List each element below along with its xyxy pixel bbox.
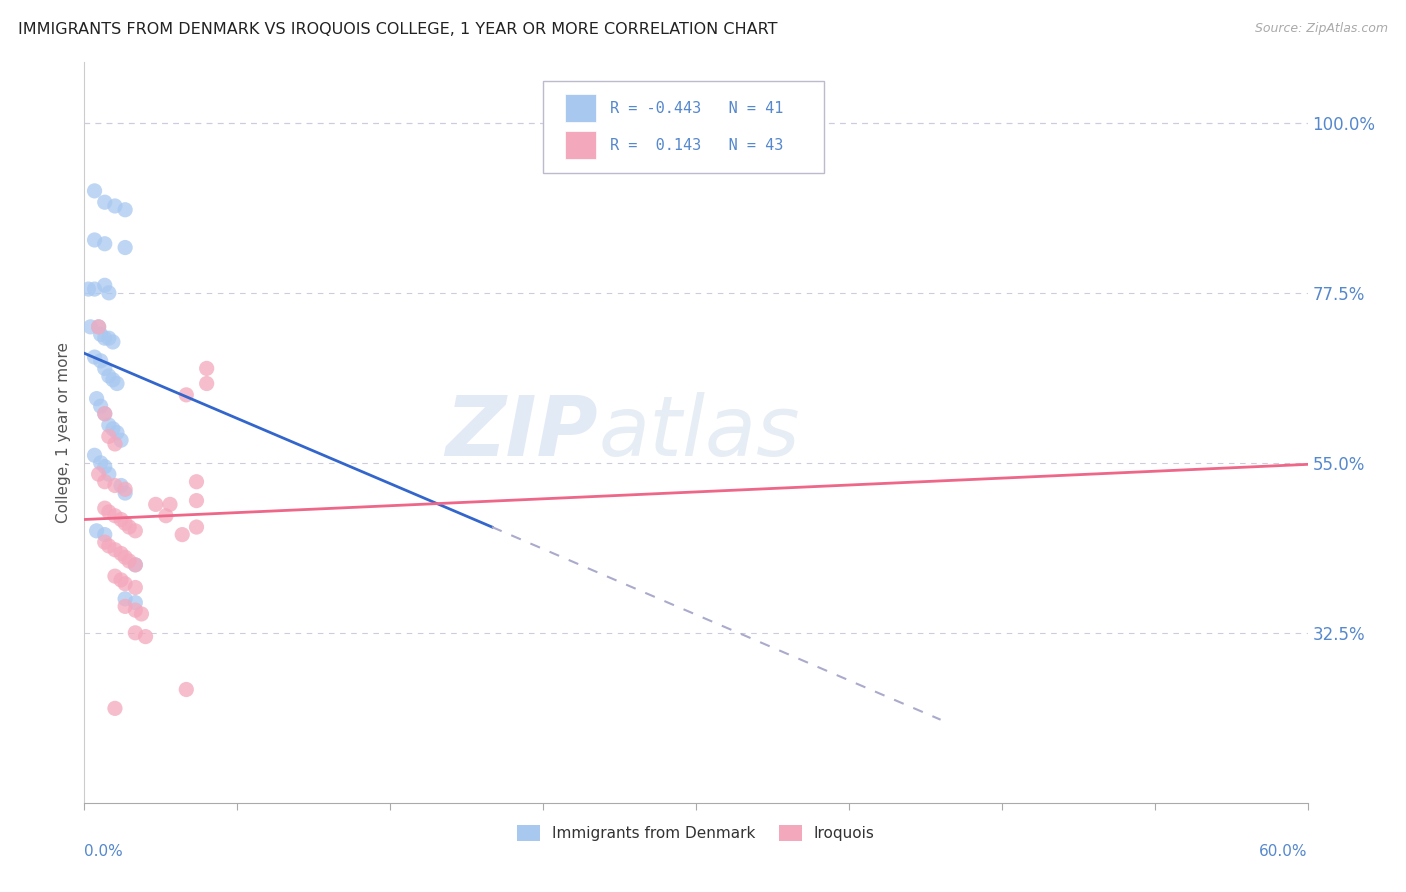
Point — [104, 701, 127, 715]
Point — [83, 350, 105, 364]
Point — [186, 493, 208, 508]
Point — [90, 327, 112, 342]
Text: 60.0%: 60.0% — [1260, 844, 1308, 858]
Point — [110, 478, 132, 492]
Point — [79, 319, 101, 334]
Point — [87, 319, 110, 334]
Point — [83, 282, 105, 296]
Point — [105, 425, 128, 440]
Point — [186, 520, 208, 534]
Text: atlas: atlas — [598, 392, 800, 473]
Point — [124, 625, 146, 640]
Point — [174, 388, 197, 402]
Point — [145, 497, 167, 511]
Point — [105, 376, 128, 391]
Point — [97, 285, 120, 300]
Point — [97, 467, 120, 482]
Point — [114, 202, 136, 217]
Point — [83, 184, 105, 198]
Point — [93, 236, 115, 251]
Point — [93, 195, 115, 210]
Point — [104, 437, 127, 451]
Point — [155, 508, 177, 523]
Point — [87, 467, 110, 482]
Point — [83, 448, 105, 462]
Point — [114, 550, 136, 565]
Point — [114, 486, 136, 500]
Point — [124, 558, 146, 572]
Point — [93, 331, 115, 345]
Point — [104, 569, 127, 583]
Point — [104, 478, 127, 492]
Point — [97, 539, 120, 553]
Point — [97, 418, 120, 433]
Text: Source: ZipAtlas.com: Source: ZipAtlas.com — [1254, 22, 1388, 36]
Text: R = -0.443   N = 41: R = -0.443 N = 41 — [610, 101, 783, 116]
Legend: Immigrants from Denmark, Iroquois: Immigrants from Denmark, Iroquois — [512, 819, 880, 847]
Point — [124, 603, 146, 617]
Text: IMMIGRANTS FROM DENMARK VS IROQUOIS COLLEGE, 1 YEAR OR MORE CORRELATION CHART: IMMIGRANTS FROM DENMARK VS IROQUOIS COLL… — [18, 22, 778, 37]
Point — [93, 475, 115, 489]
Point — [87, 319, 110, 334]
Point — [118, 520, 141, 534]
Point — [90, 399, 112, 413]
Point — [104, 199, 127, 213]
Point — [93, 278, 115, 293]
Point — [86, 392, 108, 406]
Text: 0.0%: 0.0% — [84, 844, 124, 858]
Point — [101, 334, 124, 349]
Point — [110, 433, 132, 447]
Point — [110, 512, 132, 526]
Point — [114, 591, 136, 606]
Point — [110, 547, 132, 561]
Point — [97, 429, 120, 443]
Point — [97, 331, 120, 345]
Point — [124, 558, 146, 572]
Point — [97, 368, 120, 383]
Point — [172, 527, 194, 541]
Point — [93, 407, 115, 421]
Point — [186, 475, 208, 489]
Point — [124, 524, 146, 538]
Point — [118, 554, 141, 568]
Point — [101, 422, 124, 436]
Point — [124, 596, 146, 610]
Point — [93, 459, 115, 474]
Point — [97, 505, 120, 519]
Point — [90, 354, 112, 368]
Point — [93, 501, 115, 516]
Point — [159, 497, 181, 511]
Point — [174, 682, 197, 697]
Point — [114, 241, 136, 255]
Y-axis label: College, 1 year or more: College, 1 year or more — [56, 343, 72, 523]
FancyBboxPatch shape — [565, 131, 596, 160]
Text: R =  0.143   N = 43: R = 0.143 N = 43 — [610, 138, 783, 153]
FancyBboxPatch shape — [565, 95, 596, 122]
Point — [93, 407, 115, 421]
Point — [93, 527, 115, 541]
Point — [93, 535, 115, 549]
Point — [114, 516, 136, 531]
Point — [93, 361, 115, 376]
Point — [195, 361, 218, 376]
FancyBboxPatch shape — [543, 81, 824, 173]
Point — [86, 524, 108, 538]
Point — [77, 282, 100, 296]
Point — [83, 233, 105, 247]
Point — [90, 456, 112, 470]
Point — [114, 576, 136, 591]
Point — [104, 542, 127, 557]
Text: ZIP: ZIP — [446, 392, 598, 473]
Point — [131, 607, 153, 621]
Point — [104, 508, 127, 523]
Point — [110, 573, 132, 587]
Point — [114, 599, 136, 614]
Point — [195, 376, 218, 391]
Point — [114, 483, 136, 497]
Point — [101, 373, 124, 387]
Point — [124, 581, 146, 595]
Point — [135, 630, 157, 644]
